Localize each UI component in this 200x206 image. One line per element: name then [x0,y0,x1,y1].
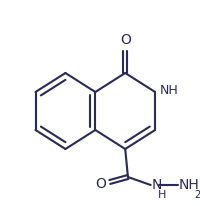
Text: NH: NH [160,84,178,97]
Text: N: N [152,177,162,191]
Text: NH: NH [179,177,200,191]
Text: O: O [95,176,106,190]
Text: O: O [120,33,131,47]
Text: H: H [158,189,166,199]
Text: 2: 2 [194,189,200,199]
